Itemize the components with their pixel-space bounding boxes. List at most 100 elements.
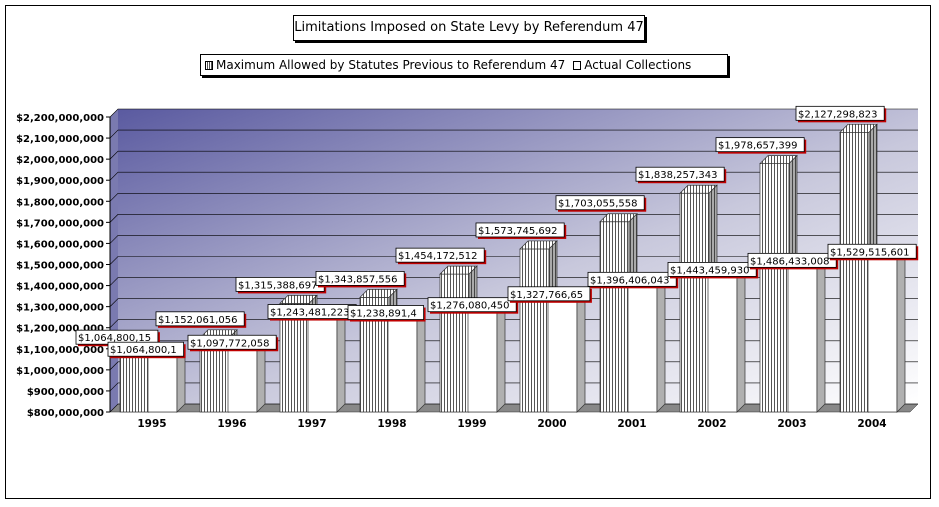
data-label-maximum-1997-text: $1,315,388,697 <box>238 280 318 291</box>
data-label-actual-1997-text: $1,243,481,223 <box>270 308 350 319</box>
y-tick-label: $1,600,000,000 <box>16 239 104 250</box>
bar-actual-2000 <box>547 291 586 413</box>
x-tick-label: 2003 <box>777 418 806 430</box>
data-label-actual-2003-box <box>747 252 837 268</box>
bar-actual-1998-front <box>387 319 418 413</box>
bar-actual-2004-front <box>867 257 898 413</box>
data-label-maximum-2003-box <box>715 137 805 153</box>
data-label-maximum-2004: $2,127,298,823 <box>795 105 887 123</box>
data-label-actual-2004-text: $1,529,515,601 <box>830 247 910 258</box>
bar-actual-1996-front <box>227 348 258 413</box>
bar-actual-2003 <box>787 258 826 413</box>
data-label-actual-2003-text: $1,486,433,008 <box>750 256 830 267</box>
legend-label-maximum: Maximum Allowed by Statutes Previous to … <box>216 58 566 72</box>
chart-legend: Maximum Allowed by Statutes Previous to … <box>200 54 728 76</box>
bar-maximum-1999-front <box>439 273 470 413</box>
data-label-maximum-1996-text: $1,152,061,056 <box>158 315 238 326</box>
data-label-maximum-2000-box <box>475 222 565 238</box>
y-tick-label: $1,700,000,000 <box>16 218 104 229</box>
data-label-maximum-1995: $1,064,800,15 <box>75 329 160 347</box>
data-label-maximum-1998: $1,343,857,556 <box>315 271 407 288</box>
bar-actual-1998 <box>387 310 426 413</box>
data-label-actual-2001-box <box>587 271 677 287</box>
legend-swatch-hatched <box>205 60 213 70</box>
gridline <box>109 150 918 160</box>
bar-actual-2003-front <box>787 267 818 413</box>
data-label-maximum-2002-box <box>635 166 725 182</box>
data-label-actual-2000-box <box>507 286 591 302</box>
data-label-actual-1999-box <box>427 297 517 313</box>
bar-actual-2001-front <box>627 285 658 413</box>
data-label-actual-1995-text: $1,064,800,1 <box>110 345 177 356</box>
bar-actual-2002-side <box>736 267 746 413</box>
data-label-maximum-2000-text: $1,573,745,692 <box>478 226 558 237</box>
bar-actual-1996-side <box>256 340 266 413</box>
gridline <box>109 235 918 244</box>
bar-actual-1997-front <box>307 318 338 413</box>
bar-maximum-2003-front <box>759 163 790 413</box>
legend-label-actual: Actual Collections <box>584 58 692 72</box>
x-tick-label: 1997 <box>297 418 326 430</box>
data-label-actual-1996: $1,097,772,058 <box>187 334 279 352</box>
gridline <box>109 214 918 223</box>
data-label-actual-1998-text: $1,238,891,4 <box>350 309 417 320</box>
data-label-actual-1998: $1,238,891,4 <box>347 305 426 322</box>
data-label-actual-1996-text: $1,097,772,058 <box>190 338 270 349</box>
y-tick-label: $1,500,000,000 <box>16 261 104 272</box>
bar-actual-1995-front <box>147 355 178 413</box>
y-tick-label: $1,100,000,000 <box>16 345 104 356</box>
x-tick-label: 1996 <box>217 418 246 430</box>
data-label-maximum-1996-box <box>155 311 245 327</box>
gridline <box>109 256 918 265</box>
bar-maximum-2004-front <box>839 131 870 413</box>
data-label-maximum-1995-text: $1,064,800,15 <box>78 333 151 344</box>
data-label-actual-1999: $1,276,080,450 <box>427 297 519 314</box>
bar-actual-2004 <box>867 249 906 413</box>
bar-actual-2001-side <box>656 277 666 413</box>
data-label-maximum-2002-text: $1,838,257,343 <box>638 170 718 181</box>
bar-actual-1999-side <box>496 302 506 413</box>
data-label-actual-2004-box <box>827 243 917 259</box>
y-tick-label: $2,200,000,000 <box>16 113 104 124</box>
bar-maximum-2002-front <box>679 192 710 413</box>
data-label-actual-2001: $1,396,406,043 <box>587 271 679 289</box>
x-tick-label: 2004 <box>857 418 886 430</box>
data-label-maximum-2001-box <box>555 195 645 211</box>
gridline <box>109 108 918 118</box>
x-tick-label: 2001 <box>617 418 646 430</box>
chart-title: Limitations Imposed on State Levy by Ref… <box>293 15 645 41</box>
data-label-actual-2004: $1,529,515,601 <box>827 243 919 261</box>
y-tick-label: $1,400,000,000 <box>16 282 104 293</box>
x-tick-label: 1998 <box>377 418 406 430</box>
legend-item-maximum: Maximum Allowed by Statutes Previous to … <box>205 54 565 76</box>
bar-actual-1996 <box>227 340 266 413</box>
data-label-maximum-2004-box <box>795 105 885 121</box>
gridline <box>109 129 918 139</box>
y-tick-label: $1,300,000,000 <box>16 303 104 314</box>
x-tick-label: 2002 <box>697 418 726 430</box>
bar-actual-2001 <box>627 277 666 413</box>
bar-actual-1997-side <box>336 309 346 413</box>
data-label-maximum-1999: $1,454,172,512 <box>395 247 487 265</box>
bar-actual-2000-side <box>576 291 586 413</box>
data-label-actual-2001-text: $1,396,406,043 <box>590 275 670 286</box>
bar-actual-1998-side <box>416 310 426 413</box>
y-tick-label: $1,000,000,000 <box>16 366 104 377</box>
data-label-actual-2003: $1,486,433,008 <box>747 252 839 270</box>
bar-maximum-1997-front <box>279 303 310 413</box>
legend-swatch-plain <box>573 60 582 70</box>
y-tick-label: $800,000,000 <box>27 408 104 419</box>
data-label-actual-1998-box <box>347 305 424 320</box>
bar-actual-2003-side <box>816 258 826 413</box>
data-label-actual-2002-box <box>667 262 757 277</box>
y-tick-label: $900,000,000 <box>27 387 104 398</box>
legend-item-actual: Actual Collections <box>573 54 691 76</box>
data-label-maximum-2000: $1,573,745,692 <box>475 222 567 239</box>
bar-actual-2002 <box>707 267 746 413</box>
data-label-maximum-2001-text: $1,703,055,558 <box>558 199 638 210</box>
data-label-actual-1995-box <box>107 341 184 357</box>
y-tick-label: $2,100,000,000 <box>16 134 104 145</box>
y-tick-label: $2,000,000,000 <box>16 155 104 166</box>
bar-maximum-2001-front <box>599 221 630 413</box>
